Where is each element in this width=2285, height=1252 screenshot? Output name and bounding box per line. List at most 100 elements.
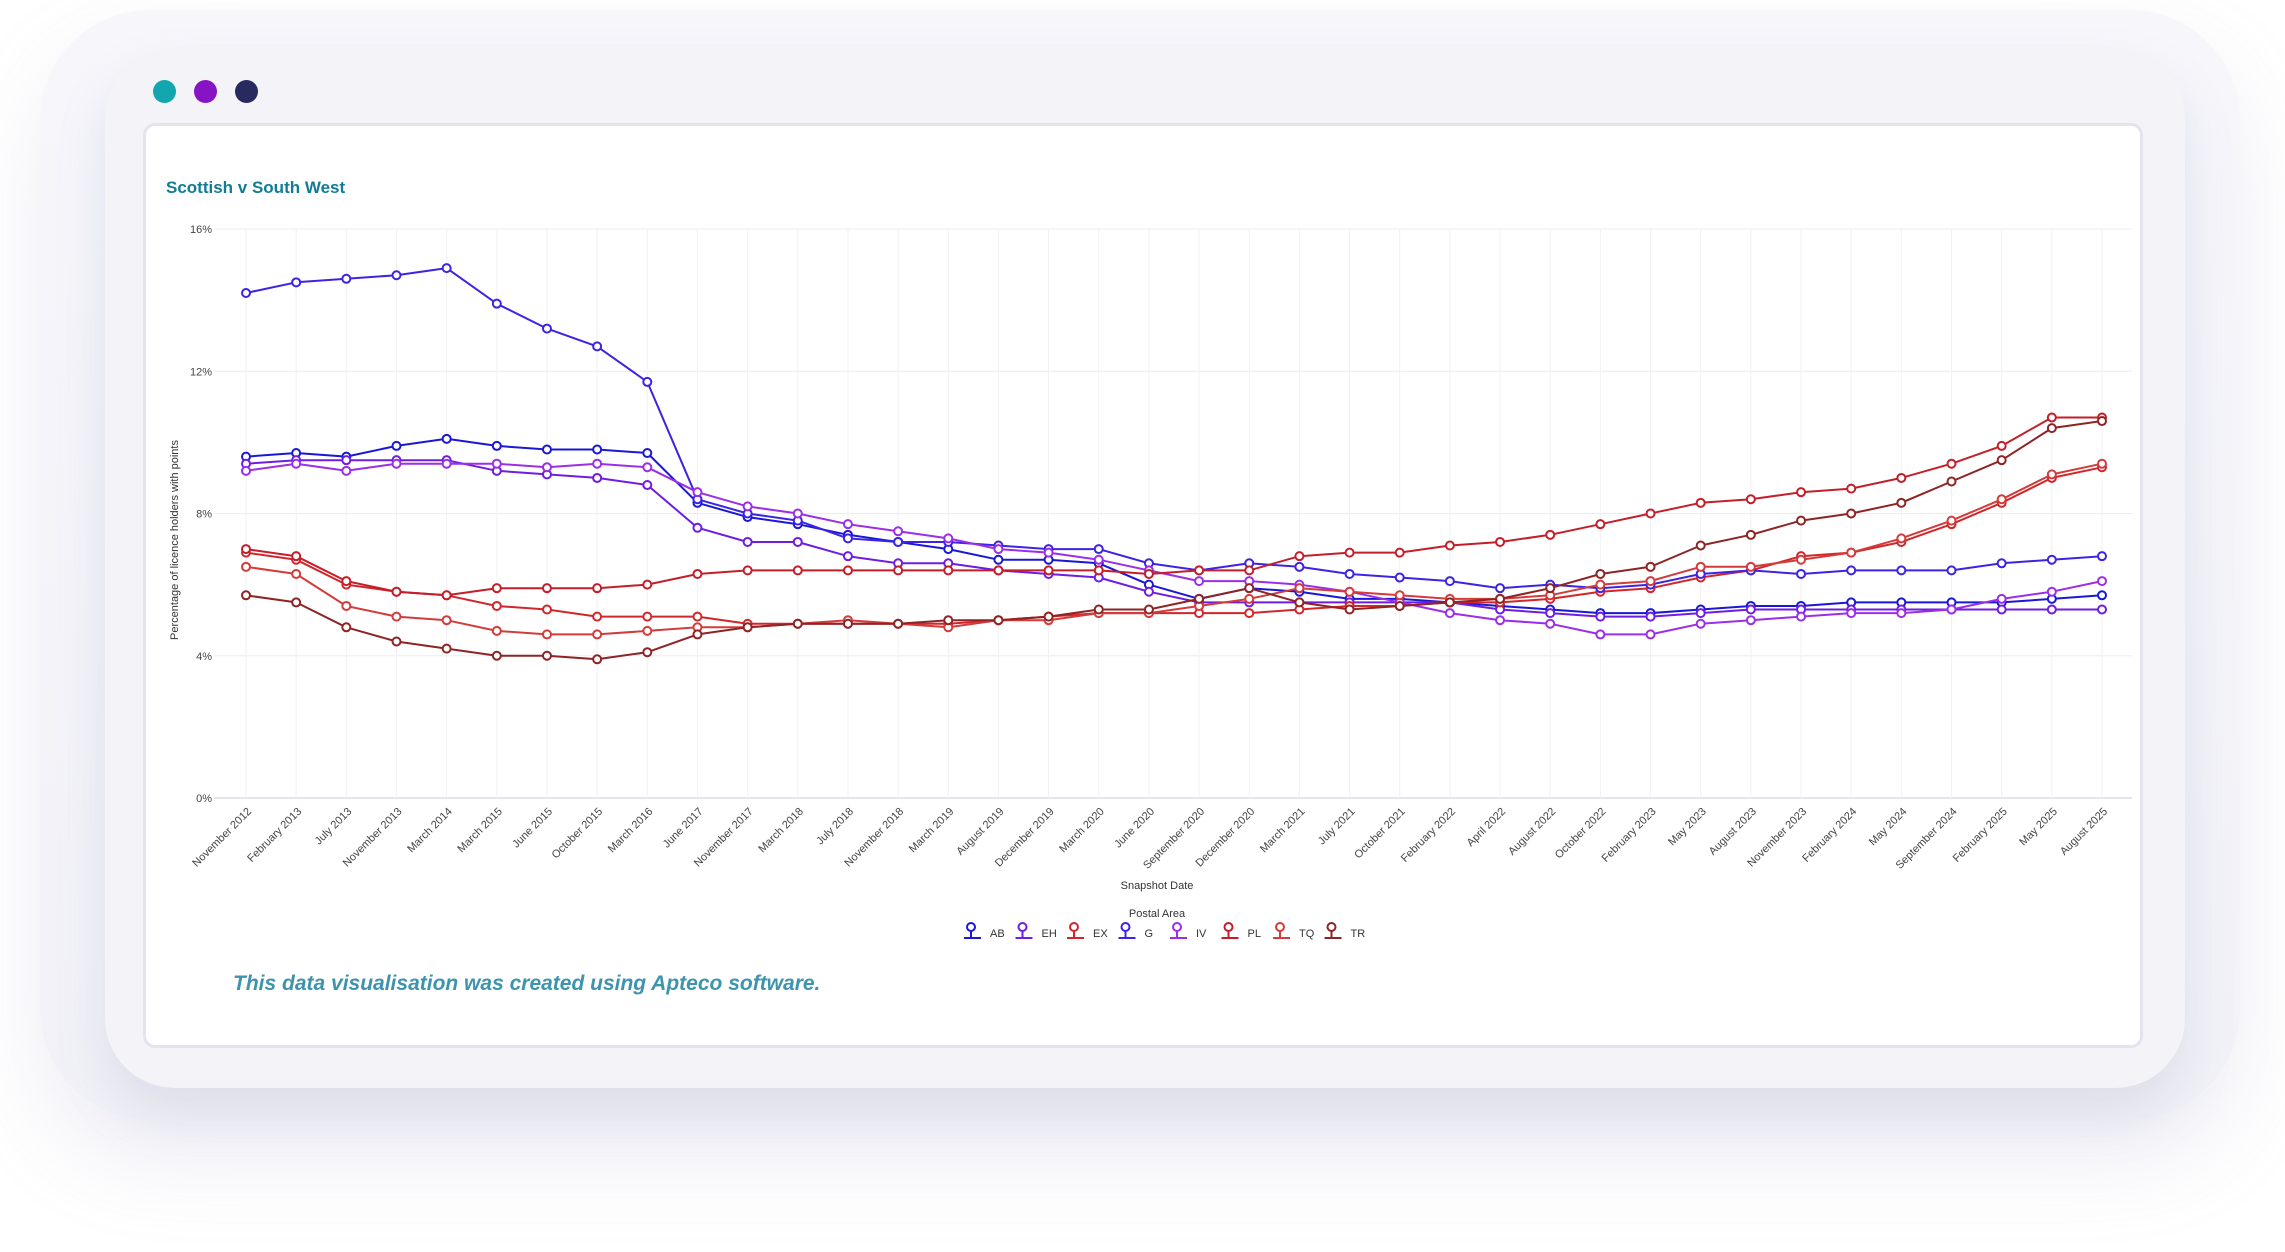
data-point[interactable] bbox=[1896, 608, 1907, 619]
data-point[interactable] bbox=[1896, 565, 1907, 576]
data-point[interactable] bbox=[441, 458, 452, 469]
data-point[interactable] bbox=[1645, 561, 1656, 572]
data-point[interactable] bbox=[1745, 494, 1756, 505]
data-point[interactable] bbox=[1444, 608, 1455, 619]
legend-item-g[interactable]: G bbox=[1118, 922, 1154, 940]
data-point[interactable] bbox=[943, 615, 954, 626]
data-point[interactable] bbox=[893, 618, 904, 629]
data-point[interactable] bbox=[642, 448, 653, 459]
data-point[interactable] bbox=[391, 270, 402, 281]
data-point[interactable] bbox=[893, 536, 904, 547]
data-point[interactable] bbox=[642, 625, 653, 636]
data-point[interactable] bbox=[993, 615, 1004, 626]
data-point[interactable] bbox=[592, 458, 603, 469]
data-point[interactable] bbox=[1394, 590, 1405, 601]
data-point[interactable] bbox=[541, 650, 552, 661]
data-point[interactable] bbox=[642, 462, 653, 473]
legend-item-tq[interactable]: TQ bbox=[1273, 922, 1315, 940]
data-point[interactable] bbox=[1545, 608, 1556, 619]
data-point[interactable] bbox=[541, 629, 552, 640]
data-point[interactable] bbox=[391, 586, 402, 597]
data-point[interactable] bbox=[993, 544, 1004, 555]
data-point[interactable] bbox=[893, 526, 904, 537]
data-point[interactable] bbox=[241, 590, 251, 601]
data-point[interactable] bbox=[1344, 547, 1355, 558]
window-control-purple[interactable] bbox=[194, 80, 217, 103]
legend-item-eh[interactable]: EH bbox=[1015, 922, 1057, 940]
data-point[interactable] bbox=[1244, 583, 1255, 594]
data-point[interactable] bbox=[541, 462, 552, 473]
data-point[interactable] bbox=[1846, 508, 1857, 519]
data-point[interactable] bbox=[2097, 576, 2107, 587]
data-point[interactable] bbox=[1946, 476, 1957, 487]
data-point[interactable] bbox=[692, 629, 703, 640]
data-point[interactable] bbox=[1093, 554, 1104, 565]
data-point[interactable] bbox=[1745, 604, 1756, 615]
data-point[interactable] bbox=[1394, 547, 1405, 558]
data-point[interactable] bbox=[642, 647, 653, 658]
data-point[interactable] bbox=[2097, 458, 2107, 469]
data-point[interactable] bbox=[1645, 611, 1656, 622]
data-point[interactable] bbox=[1846, 483, 1857, 494]
legend-item-pl[interactable]: PL bbox=[1221, 922, 1261, 940]
data-point[interactable] bbox=[1194, 593, 1205, 604]
data-point[interactable] bbox=[792, 618, 803, 629]
data-point[interactable] bbox=[2046, 554, 2057, 565]
data-point[interactable] bbox=[2046, 604, 2057, 615]
data-point[interactable] bbox=[1344, 604, 1355, 615]
data-point[interactable] bbox=[1645, 629, 1656, 640]
legend-item-ab[interactable]: AB bbox=[964, 922, 1005, 940]
data-point[interactable] bbox=[491, 650, 502, 661]
data-point[interactable] bbox=[692, 611, 703, 622]
data-point[interactable] bbox=[1946, 458, 1957, 469]
data-point[interactable] bbox=[541, 604, 552, 615]
data-point[interactable] bbox=[1796, 515, 1807, 526]
data-point[interactable] bbox=[1495, 615, 1506, 626]
data-point[interactable] bbox=[491, 458, 502, 469]
data-point[interactable] bbox=[1093, 604, 1104, 615]
data-point[interactable] bbox=[341, 622, 352, 633]
data-point[interactable] bbox=[341, 455, 352, 466]
window-control-navy[interactable] bbox=[235, 80, 258, 103]
data-point[interactable] bbox=[592, 611, 603, 622]
data-point[interactable] bbox=[592, 583, 603, 594]
data-point[interactable] bbox=[1043, 565, 1054, 576]
data-point[interactable] bbox=[391, 440, 402, 451]
data-point[interactable] bbox=[1695, 618, 1706, 629]
data-point[interactable] bbox=[2046, 469, 2057, 480]
data-point[interactable] bbox=[1896, 497, 1907, 508]
data-point[interactable] bbox=[1444, 597, 1455, 608]
data-point[interactable] bbox=[592, 629, 603, 640]
data-point[interactable] bbox=[341, 576, 352, 587]
data-point[interactable] bbox=[1846, 565, 1857, 576]
data-point[interactable] bbox=[742, 565, 753, 576]
data-point[interactable] bbox=[541, 583, 552, 594]
data-point[interactable] bbox=[1946, 515, 1957, 526]
data-point[interactable] bbox=[1093, 565, 1104, 576]
data-point[interactable] bbox=[441, 433, 452, 444]
data-point[interactable] bbox=[1244, 608, 1255, 619]
data-point[interactable] bbox=[491, 298, 502, 309]
data-point[interactable] bbox=[241, 561, 251, 572]
data-point[interactable] bbox=[1394, 572, 1405, 583]
data-point[interactable] bbox=[1444, 540, 1455, 551]
data-point[interactable] bbox=[291, 551, 302, 562]
data-point[interactable] bbox=[2046, 412, 2057, 423]
data-point[interactable] bbox=[1043, 611, 1054, 622]
data-point[interactable] bbox=[692, 568, 703, 579]
data-point[interactable] bbox=[441, 263, 452, 274]
legend-item-iv[interactable]: IV bbox=[1170, 922, 1207, 940]
data-point[interactable] bbox=[642, 579, 653, 590]
data-point[interactable] bbox=[1695, 608, 1706, 619]
data-point[interactable] bbox=[1996, 593, 2007, 604]
data-point[interactable] bbox=[1946, 604, 1957, 615]
data-point[interactable] bbox=[1996, 494, 2007, 505]
data-point[interactable] bbox=[1996, 604, 2007, 615]
data-point[interactable] bbox=[1294, 561, 1305, 572]
data-point[interactable] bbox=[391, 611, 402, 622]
data-point[interactable] bbox=[1745, 529, 1756, 540]
data-point[interactable] bbox=[1595, 611, 1606, 622]
data-point[interactable] bbox=[842, 519, 853, 530]
data-point[interactable] bbox=[291, 458, 302, 469]
data-point[interactable] bbox=[1495, 583, 1506, 594]
